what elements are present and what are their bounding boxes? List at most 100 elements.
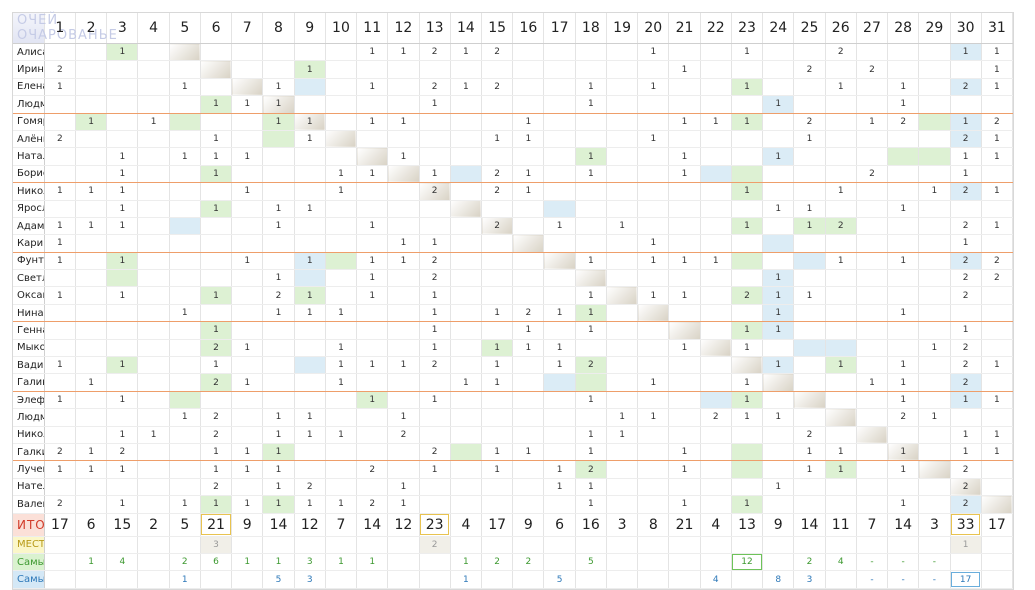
score-cell: 1 — [106, 182, 139, 201]
score-cell — [231, 130, 264, 149]
score-cell — [262, 147, 295, 166]
place-row-cell — [731, 536, 764, 554]
score-cell — [887, 234, 920, 253]
score-cell — [887, 321, 920, 340]
place-row-cell — [856, 536, 889, 554]
score-cell — [231, 78, 264, 97]
score-cell — [75, 408, 108, 427]
score-cell: 2 — [980, 269, 1014, 288]
score-cell — [856, 147, 889, 166]
score-cell — [450, 478, 483, 497]
score-cell: 1 — [887, 443, 920, 462]
score-cell — [75, 165, 108, 184]
score-cell — [575, 60, 607, 79]
score-cell — [887, 286, 920, 305]
score-cell — [918, 286, 951, 305]
score-cell: 2 — [481, 182, 514, 201]
participant-row: Людмила Скабрёзная1111111 — [13, 95, 1014, 114]
score-cell: 1 — [731, 182, 764, 201]
place-row-cell — [75, 536, 108, 554]
totals-row-cell: 16 — [575, 512, 607, 537]
score-cell — [387, 304, 420, 323]
score-cell — [169, 443, 201, 462]
score-cell: 1 — [731, 391, 764, 410]
score-cell — [793, 182, 826, 201]
funniest-row-cell — [137, 553, 170, 572]
score-cell: 1 — [44, 182, 76, 201]
score-cell: 1 — [106, 391, 139, 410]
score-cell — [106, 95, 139, 114]
score-cell — [262, 356, 295, 375]
day-header: 30 — [950, 13, 982, 44]
place-row-cell — [231, 536, 264, 554]
score-cell: 1 — [199, 460, 233, 479]
totals-row-cell: 9 — [512, 512, 545, 537]
score-cell: 1 — [731, 321, 764, 340]
score-cell — [294, 43, 326, 62]
participant-name: Оксана Ланина — [13, 286, 45, 305]
score-cell — [918, 373, 951, 392]
score-cell — [481, 60, 514, 79]
score-cell — [450, 443, 483, 462]
participant-name: Гомяр Хамзин — [13, 113, 45, 131]
score-cell: 1 — [169, 408, 201, 427]
score-cell: 1 — [824, 460, 857, 479]
score-cell — [512, 269, 545, 288]
totals-row-cell: 14 — [793, 512, 826, 537]
score-cell: 1 — [762, 200, 795, 218]
day-header: 20 — [637, 13, 670, 44]
score-cell — [918, 130, 951, 149]
score-cell: 1 — [356, 78, 389, 97]
score-cell: 2 — [262, 286, 295, 305]
score-cell — [731, 95, 764, 114]
score-cell — [231, 408, 264, 427]
score-cell: 1 — [950, 43, 982, 62]
score-cell — [199, 217, 233, 236]
score-cell — [512, 252, 545, 271]
score-cell: 1 — [762, 478, 795, 497]
score-cell — [543, 113, 576, 131]
score-cell — [575, 217, 607, 236]
score-cell — [700, 321, 732, 340]
score-cell — [918, 460, 951, 479]
score-cell — [762, 495, 795, 514]
score-cell: 2 — [481, 165, 514, 184]
score-cell: 2 — [950, 495, 982, 514]
score-cell — [137, 95, 170, 114]
score-cell: 1 — [169, 495, 201, 514]
score-cell — [450, 60, 483, 79]
score-cell — [262, 60, 295, 79]
score-cell — [169, 478, 201, 497]
score-cell: 1 — [543, 217, 576, 236]
score-cell: 2 — [419, 43, 451, 62]
participant-row: Николай Зорин1111122111121 — [13, 182, 1014, 201]
score-cell — [325, 286, 358, 305]
funniest-row-cell: 1 — [231, 553, 264, 572]
score-cell: 2 — [887, 408, 920, 427]
score-cell — [231, 478, 264, 497]
score-cell: 1 — [419, 321, 451, 340]
score-cell — [481, 269, 514, 288]
score-cell: 1 — [762, 286, 795, 305]
score-cell — [762, 60, 795, 79]
score-cell: 1 — [262, 200, 295, 218]
score-cell: 2 — [793, 60, 826, 79]
day-header: 11 — [356, 13, 389, 44]
score-cell — [700, 286, 732, 305]
score-cell — [575, 408, 607, 427]
score-cell — [668, 269, 701, 288]
score-cell: 1 — [575, 252, 607, 271]
score-cell: 1 — [75, 460, 108, 479]
totals-row-cell: 11 — [824, 512, 857, 537]
score-cell — [356, 339, 389, 358]
score-cell: 1 — [262, 478, 295, 497]
score-cell — [606, 304, 639, 323]
score-cell: 1 — [199, 443, 233, 462]
totals-row-cell: 14 — [356, 512, 389, 537]
score-cell — [262, 252, 295, 271]
score-cell — [450, 460, 483, 479]
day-header: 29 — [918, 13, 951, 44]
day-header: 27 — [856, 13, 889, 44]
score-cell: 1 — [481, 356, 514, 375]
score-cell — [44, 426, 76, 444]
